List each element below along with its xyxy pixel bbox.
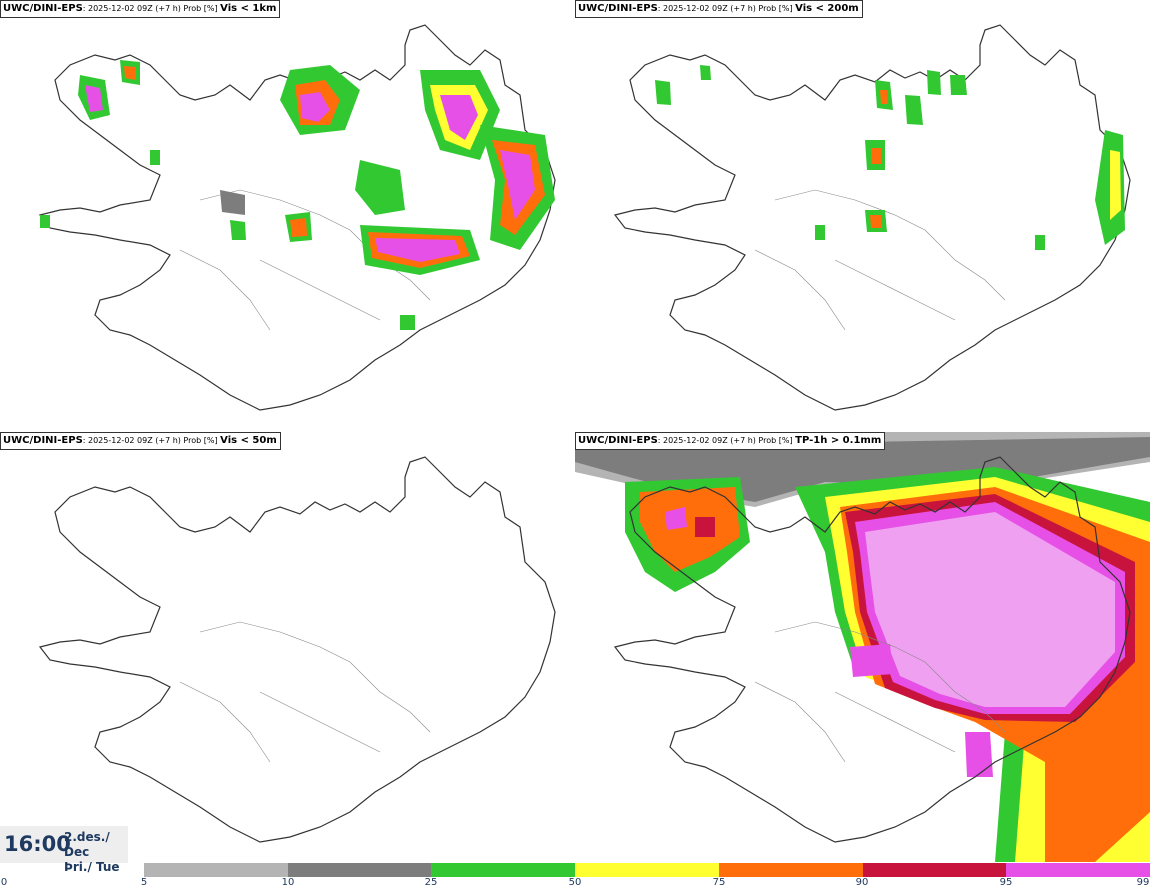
colorbar-segment [431, 863, 576, 877]
coastline [38, 456, 556, 843]
valid-time-clock: 16:00 [4, 832, 71, 856]
model-name: UWC/DINI-EPS [3, 435, 83, 446]
model-name: UWC/DINI-EPS [578, 435, 658, 446]
iceland-coastline [38, 24, 556, 411]
colorbar-segment [718, 863, 863, 877]
colorbar-segment [287, 863, 432, 877]
colorbar-tick-label: 0 [0, 877, 8, 888]
coastline [613, 24, 1131, 411]
colorbar-tick-label: 50 [568, 877, 582, 888]
probability-shading [575, 432, 1150, 862]
run-info: : 2025-12-02 09Z (+7 h) Prob [%] [657, 4, 796, 13]
iceland-map [575, 432, 1150, 862]
valid-time-box: 16:00 2.des./ Dec Þri./ Tue [0, 826, 128, 874]
field-name: Vis < 1km [220, 3, 277, 14]
colorbar-segment [862, 863, 1007, 877]
map-panel-vis-200m: UWC/DINI-EPS: 2025-12-02 09Z (+7 h) Prob… [575, 0, 1150, 430]
iceland-coastline [613, 456, 1131, 843]
colorbar-tick-label: 75 [712, 877, 726, 888]
glacier-and-border-lines [754, 621, 1006, 763]
glacier-and-border-lines [754, 189, 1006, 331]
iceland-map [613, 24, 1131, 411]
field-name: TP-1h > 0.1mm [795, 435, 882, 446]
panel-title: UWC/DINI-EPS: 2025-12-02 09Z (+7 h) Prob… [0, 432, 281, 450]
map-panel-vis-1km: UWC/DINI-EPS: 2025-12-02 09Z (+7 h) Prob… [0, 0, 575, 430]
valid-date: 2.des./ Dec Þri./ Tue [64, 830, 128, 875]
probability-colorbar [144, 863, 1150, 877]
valid-date-line1: 2.des./ Dec [64, 830, 110, 859]
model-name: UWC/DINI-EPS [3, 3, 83, 14]
model-name: UWC/DINI-EPS [578, 3, 658, 14]
field-name: Vis < 50m [220, 435, 277, 446]
colorbar-tick-label: 90 [855, 877, 869, 888]
colorbar-segment [1006, 863, 1150, 877]
colorbar-segment [144, 863, 288, 877]
map-panel-precip: UWC/DINI-EPS: 2025-12-02 09Z (+7 h) Prob… [575, 432, 1150, 862]
probability-shading [40, 60, 555, 330]
colorbar-segment [575, 863, 719, 877]
glacier-and-border-lines [179, 189, 431, 331]
coastline [38, 24, 556, 411]
iceland-map [38, 24, 556, 411]
iceland-coastline [613, 24, 1131, 411]
panel-title: UWC/DINI-EPS: 2025-12-02 09Z (+7 h) Prob… [0, 0, 281, 18]
run-info: : 2025-12-02 09Z (+7 h) Prob [%] [82, 4, 221, 13]
colorbar-tick-label: 99 [1136, 877, 1150, 888]
colorbar-tick-label: 25 [424, 877, 438, 888]
colorbar-tick-label: 5 [140, 877, 148, 888]
glacier-and-border-lines [179, 621, 431, 763]
map-panel-vis-50m: UWC/DINI-EPS: 2025-12-02 09Z (+7 h) Prob… [0, 432, 575, 862]
iceland-coastline [38, 456, 556, 843]
panel-title: UWC/DINI-EPS: 2025-12-02 09Z (+7 h) Prob… [575, 0, 863, 18]
probability-shading [655, 65, 1125, 250]
colorbar-tick-label: 95 [999, 877, 1013, 888]
run-info: : 2025-12-02 09Z (+7 h) Prob [%] [82, 436, 221, 445]
panel-title: UWC/DINI-EPS: 2025-12-02 09Z (+7 h) Prob… [575, 432, 886, 450]
iceland-map [38, 456, 556, 843]
colorbar-tick-label: 10 [281, 877, 295, 888]
coastline [613, 456, 1131, 843]
run-info: : 2025-12-02 09Z (+7 h) Prob [%] [657, 436, 796, 445]
field-name: Vis < 200m [795, 3, 859, 14]
valid-date-line2: Þri./ Tue [64, 860, 120, 874]
